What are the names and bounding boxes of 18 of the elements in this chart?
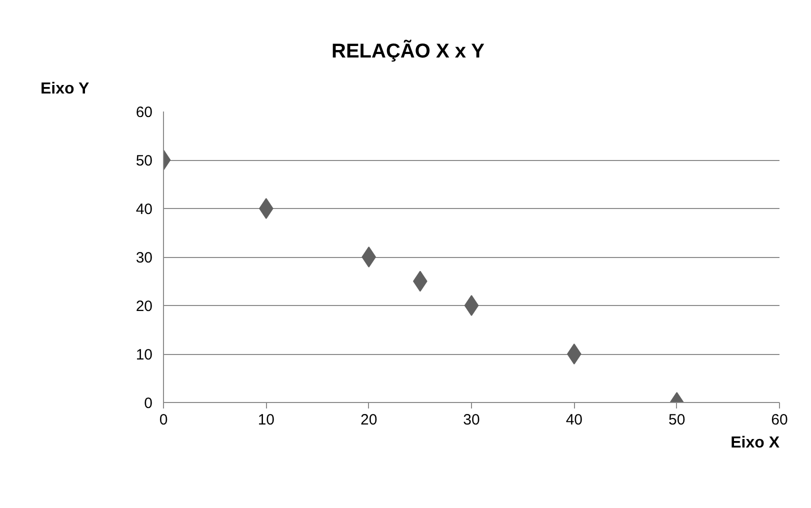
x-tick-label: 0 — [159, 412, 168, 428]
y-tick-label: 50 — [136, 152, 153, 170]
x-axis-title: Eixo X — [730, 434, 780, 452]
chart-title: RELAÇÃO X x Y — [332, 40, 486, 62]
x-tick-label: 10 — [258, 412, 275, 428]
x-tick-label: 40 — [566, 412, 583, 428]
y-tick-label: 30 — [136, 250, 153, 266]
y-tick-label: 40 — [136, 201, 153, 218]
y-tick-label: 10 — [136, 346, 153, 364]
y-axis-title: Eixo Y — [40, 80, 90, 98]
x-tick-label: 20 — [360, 412, 378, 428]
y-tick-label: 0 — [144, 395, 152, 412]
x-tick-label: 50 — [668, 412, 686, 428]
y-tick-label: 20 — [136, 298, 153, 315]
x-tick-label: 60 — [771, 412, 788, 428]
x-tick-label: 30 — [463, 412, 480, 428]
y-tick-label: 60 — [136, 104, 153, 121]
point — [464, 295, 479, 316]
